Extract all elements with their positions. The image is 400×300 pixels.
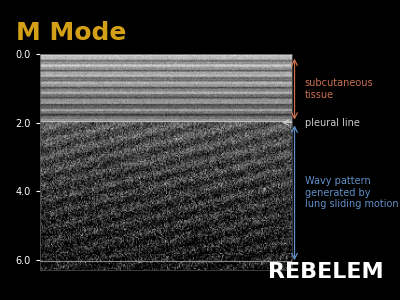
Text: M Mode: M Mode bbox=[16, 21, 126, 45]
Text: subcutaneous
tissue: subcutaneous tissue bbox=[305, 78, 373, 100]
Text: pleural line: pleural line bbox=[305, 118, 360, 128]
Text: REBELEM: REBELEM bbox=[268, 262, 384, 282]
Text: Wavy pattern
generated by
lung sliding motion: Wavy pattern generated by lung sliding m… bbox=[305, 176, 398, 209]
